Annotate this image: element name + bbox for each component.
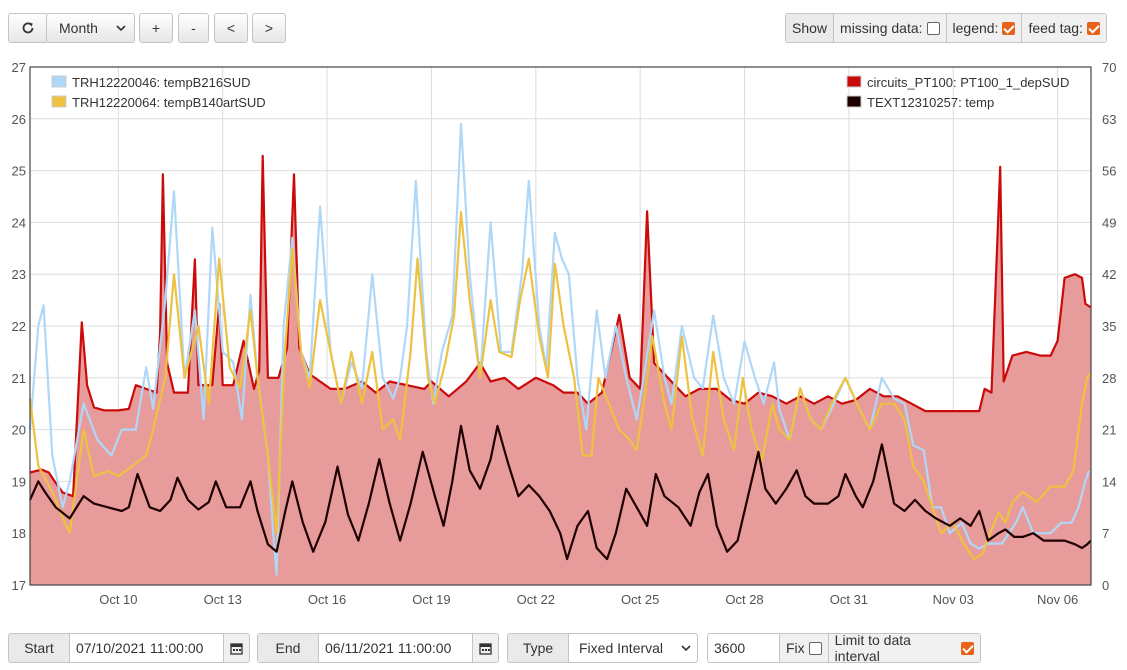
limit-label: Limit to data interval <box>834 633 911 663</box>
missing-data-label: missing data: <box>840 20 923 36</box>
y-left-tick-label: 22 <box>12 319 26 334</box>
x-tick-label: Oct 16 <box>308 592 346 607</box>
start-calendar-button[interactable] <box>223 634 249 662</box>
previous-button[interactable]: < <box>214 13 248 43</box>
feed-tag-checkbox[interactable] <box>1086 21 1100 35</box>
legend-swatch <box>846 95 862 108</box>
feed-tag-option[interactable]: feed tag: <box>1022 14 1106 42</box>
y-left-tick-label: 21 <box>12 371 26 386</box>
interval-input[interactable]: 3600 <box>708 634 780 662</box>
y-right-tick-label: 35 <box>1102 319 1116 334</box>
x-tick-label: Oct 31 <box>830 592 868 607</box>
y-left-tick-label: 18 <box>12 526 26 541</box>
y-left-tick-label: 26 <box>12 112 26 127</box>
limit-checkbox[interactable] <box>961 641 974 655</box>
limit-option[interactable]: Limit to data interval <box>828 633 980 663</box>
fix-label: Fix <box>786 640 805 656</box>
y-right-tick-label: 56 <box>1102 164 1116 179</box>
start-control: Start 07/10/2021 11:00:00 <box>8 633 250 663</box>
x-tick-label: Oct 22 <box>517 592 555 607</box>
y-right-tick-label: 70 <box>1102 60 1116 75</box>
x-tick-label: Oct 19 <box>412 592 450 607</box>
legend-swatch <box>51 95 67 108</box>
zoom-in-label: + <box>151 20 161 36</box>
feed-tag-label: feed tag: <box>1028 20 1083 36</box>
plot-frame <box>29 66 1092 586</box>
missing-data-checkbox[interactable] <box>926 21 940 35</box>
y-right-tick-label: 63 <box>1102 112 1116 127</box>
x-tick-label: Oct 28 <box>725 592 763 607</box>
display-options: Show missing data: legend: feed tag: <box>785 13 1107 43</box>
x-tick-label: Nov 03 <box>933 592 974 607</box>
zoom-out-label: - <box>191 20 196 36</box>
x-axis-ticks: Oct 10 Oct 13 Oct 16 Oct 19 Oct 22 Oct 25 Oct … <box>99 592 1078 607</box>
y-left-tick-label: 23 <box>12 267 26 282</box>
end-label: End <box>258 634 319 662</box>
end-input[interactable]: 06/11/2021 11:00:00 <box>325 640 452 656</box>
calendar-icon <box>230 642 243 655</box>
end-control: End 06/11/2021 11:00:00 <box>257 633 499 663</box>
fix-option[interactable]: Fix <box>780 634 829 662</box>
start-label: Start <box>9 634 70 662</box>
legend-label: legend: <box>952 20 999 36</box>
next-button[interactable]: > <box>252 13 286 43</box>
x-tick-label: Oct 10 <box>99 592 137 607</box>
series-line-3 <box>28 424 1092 561</box>
legend-right: circuits_PT100: PT100_1_depSUD TEXT123102… <box>846 75 1069 110</box>
y-right-tick-label: 0 <box>1102 578 1109 593</box>
y-left-tick-label: 20 <box>12 423 26 438</box>
zoom-out-button[interactable]: - <box>178 13 209 43</box>
legend-swatch <box>51 75 67 88</box>
legend-entry-label: TRH12220046: tempB216SUD <box>72 75 251 90</box>
previous-label: < <box>226 20 236 36</box>
type-select[interactable]: Fixed Interval <box>569 634 697 662</box>
timeseries-chart[interactable]: 17 18 19 20 21 22 23 24 25 26 27 0 7 14 21 28 35 42 49 56 6… <box>0 0 1127 612</box>
series-line-0 <box>29 154 1092 498</box>
legend-swatch <box>846 75 862 88</box>
y-right-tick-label: 14 <box>1102 474 1116 489</box>
left-axis-ticks: 17 18 19 20 21 22 23 24 25 26 27 <box>12 60 26 593</box>
series-line-2 <box>28 210 1092 561</box>
y-right-tick-label: 7 <box>1102 526 1109 541</box>
next-label: > <box>264 20 274 36</box>
interval-control: 3600 Fix Limit to data interval <box>707 633 981 663</box>
y-left-tick-label: 17 <box>12 578 26 593</box>
y-right-tick-label: 21 <box>1102 423 1116 438</box>
type-label: Type <box>508 634 569 662</box>
legend-option[interactable]: legend: <box>946 14 1023 42</box>
x-tick-label: Oct 25 <box>621 592 659 607</box>
y-right-tick-label: 28 <box>1102 371 1116 386</box>
y-right-tick-label: 49 <box>1102 215 1116 230</box>
legend-entry-label: circuits_PT100: PT100_1_depSUD <box>867 75 1069 90</box>
period-select[interactable]: Month <box>46 13 135 43</box>
legend-left: TRH12220046: tempB216SUD TRH12220064: tem… <box>51 75 266 110</box>
refresh-icon <box>22 22 34 34</box>
y-right-tick-label: 42 <box>1102 267 1116 282</box>
chevron-down-icon <box>116 25 126 32</box>
type-control: Type Fixed Interval <box>507 633 698 663</box>
chevron-down-icon <box>681 645 691 652</box>
show-label: Show <box>786 14 835 42</box>
legend-checkbox[interactable] <box>1002 21 1016 35</box>
legend-entry-label: TEXT12310257: temp <box>867 95 994 110</box>
missing-data-option[interactable]: missing data: <box>834 14 947 42</box>
type-value: Fixed Interval <box>579 640 664 656</box>
y-left-tick-label: 19 <box>12 474 26 489</box>
right-axis-ticks: 0 7 14 21 28 35 42 49 56 63 70 <box>1102 60 1116 593</box>
x-tick-label: Oct 13 <box>204 592 242 607</box>
zoom-in-button[interactable]: + <box>139 13 173 43</box>
fix-checkbox[interactable] <box>808 641 822 655</box>
series-lines <box>28 122 1092 576</box>
start-input[interactable]: 07/10/2021 11:00:00 <box>76 640 204 656</box>
end-calendar-button[interactable] <box>472 634 498 662</box>
x-tick-label: Nov 06 <box>1037 592 1078 607</box>
calendar-icon <box>479 642 492 655</box>
y-left-tick-label: 27 <box>12 60 26 75</box>
y-left-tick-label: 25 <box>12 164 26 179</box>
y-left-tick-label: 24 <box>12 215 26 230</box>
refresh-button[interactable] <box>8 13 48 43</box>
period-value: Month <box>59 20 98 36</box>
legend-entry-label: TRH12220064: tempB140artSUD <box>72 95 266 110</box>
